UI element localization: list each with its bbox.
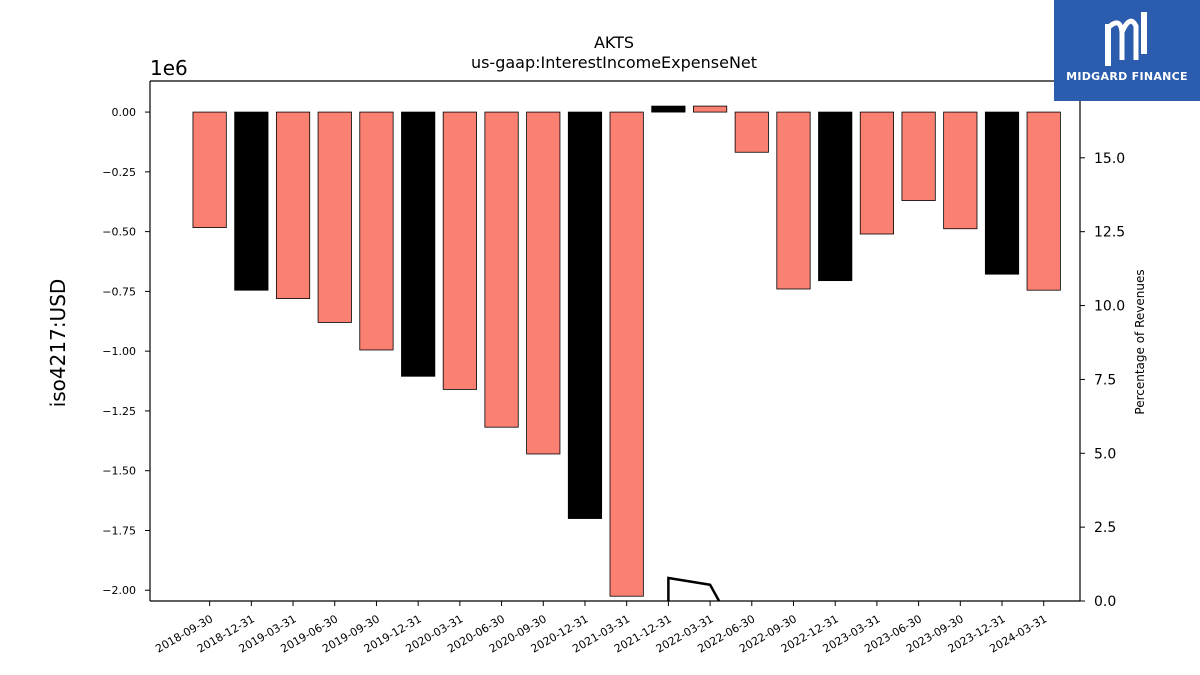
bar-2023-06-30 — [901, 111, 936, 201]
y2-tick-label: 7.5 — [1094, 372, 1116, 388]
percentage-line — [667, 576, 721, 601]
bar-2022-03-31 — [693, 105, 728, 113]
y2-tick-label: 10.0 — [1094, 299, 1125, 315]
bar-2022-06-30 — [734, 111, 769, 153]
bar-2022-12-31 — [818, 111, 853, 282]
y-tick-label: −1.25 — [102, 405, 136, 418]
bar-2023-03-31 — [859, 111, 894, 235]
y-tick-label: −1.50 — [102, 465, 136, 478]
axes-layer — [149, 80, 1081, 602]
bar-2021-03-31 — [609, 111, 644, 597]
y-tick-label: −1.75 — [102, 524, 136, 537]
y2-axis-label: Percentage of Revenues — [1133, 269, 1147, 414]
bar-2023-12-31 — [984, 111, 1020, 275]
bar-2018-09-30 — [192, 111, 227, 228]
bar-2019-06-30 — [317, 111, 352, 323]
brand-logo: MIDGARD FINANCE — [1054, 0, 1200, 101]
bar-2019-12-31 — [401, 111, 436, 377]
y-tick-label: −0.75 — [102, 285, 136, 298]
y2-tick-label: 2.5 — [1094, 520, 1116, 536]
midgard-logo-icon — [1105, 12, 1147, 66]
bar-2024-03-31 — [1026, 111, 1061, 291]
bars-layer — [192, 105, 1061, 597]
percentage-line-layer — [667, 576, 721, 601]
bar-2021-12-31 — [651, 105, 686, 113]
bar-2020-12-31 — [567, 111, 603, 519]
y-scale-label: 1e6 — [150, 56, 188, 80]
y-axis-label: iso4217:USD — [46, 279, 70, 408]
y2-tick-label: 15.0 — [1094, 151, 1125, 167]
y-tick-label: 0.00 — [112, 106, 137, 119]
bar-2019-03-31 — [275, 111, 311, 299]
bar-2020-03-31 — [442, 111, 477, 390]
y2-tick-label: 12.5 — [1094, 225, 1125, 241]
chart-subtitle: us-gaap:InterestIncomeExpenseNet — [471, 53, 757, 72]
bar-2019-09-30 — [359, 111, 394, 351]
y-tick-label: −1.00 — [102, 345, 136, 358]
brand-name: MIDGARD FINANCE — [1066, 70, 1188, 83]
bar-2018-12-31 — [234, 111, 269, 291]
chart-title: AKTS — [594, 33, 634, 52]
y-tick-label: −0.50 — [102, 226, 136, 239]
bar-2023-09-30 — [943, 111, 978, 230]
y2-tick-label: 5.0 — [1094, 446, 1116, 462]
y-tick-label: −0.25 — [102, 166, 136, 179]
y-tick-label: −2.00 — [102, 584, 136, 597]
bar-2020-06-30 — [484, 111, 519, 428]
bar-2020-09-30 — [526, 111, 561, 455]
bar-2022-09-30 — [776, 111, 811, 290]
y2-tick-label: 0.0 — [1094, 594, 1116, 610]
